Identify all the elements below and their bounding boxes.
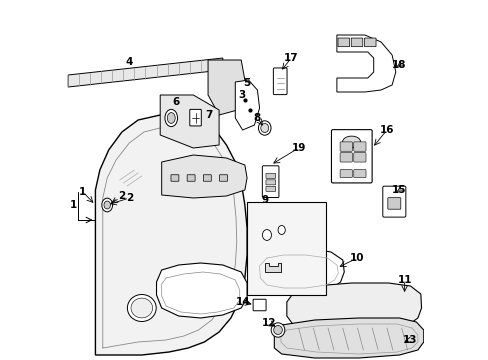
FancyBboxPatch shape <box>339 142 352 151</box>
Text: 10: 10 <box>349 253 364 263</box>
Polygon shape <box>156 263 246 318</box>
Text: 17: 17 <box>284 53 298 63</box>
Polygon shape <box>264 262 281 271</box>
Polygon shape <box>162 155 246 198</box>
Text: 1: 1 <box>79 187 86 197</box>
FancyBboxPatch shape <box>187 175 195 181</box>
Text: 19: 19 <box>291 143 305 153</box>
Text: 15: 15 <box>391 185 406 195</box>
FancyBboxPatch shape <box>273 68 286 95</box>
Text: 3: 3 <box>238 90 245 100</box>
Ellipse shape <box>104 201 110 209</box>
Text: 2: 2 <box>118 191 125 201</box>
FancyBboxPatch shape <box>353 153 366 162</box>
Ellipse shape <box>262 230 271 240</box>
FancyBboxPatch shape <box>189 109 201 126</box>
FancyBboxPatch shape <box>262 166 278 198</box>
Text: 9: 9 <box>261 195 268 205</box>
FancyBboxPatch shape <box>265 180 275 185</box>
Text: 13: 13 <box>403 335 417 345</box>
Ellipse shape <box>271 323 284 337</box>
Text: 6: 6 <box>172 97 180 107</box>
Ellipse shape <box>342 136 360 148</box>
Polygon shape <box>95 115 246 355</box>
Polygon shape <box>68 58 223 87</box>
Ellipse shape <box>131 298 152 318</box>
FancyBboxPatch shape <box>219 175 227 181</box>
FancyBboxPatch shape <box>203 175 211 181</box>
FancyBboxPatch shape <box>350 38 362 47</box>
FancyBboxPatch shape <box>331 130 371 183</box>
Text: 8: 8 <box>253 113 261 123</box>
Text: 11: 11 <box>397 275 411 285</box>
Ellipse shape <box>273 325 282 334</box>
Text: 16: 16 <box>379 125 393 135</box>
FancyBboxPatch shape <box>265 174 275 179</box>
Polygon shape <box>274 318 423 358</box>
Ellipse shape <box>164 109 177 127</box>
FancyBboxPatch shape <box>339 170 352 177</box>
Polygon shape <box>235 80 259 130</box>
FancyBboxPatch shape <box>339 153 352 162</box>
FancyBboxPatch shape <box>353 142 366 151</box>
Polygon shape <box>336 35 395 92</box>
Text: 14: 14 <box>236 297 250 307</box>
Polygon shape <box>207 60 244 115</box>
Polygon shape <box>286 283 421 334</box>
FancyBboxPatch shape <box>364 38 375 47</box>
Text: 1: 1 <box>70 200 77 210</box>
FancyBboxPatch shape <box>382 186 405 217</box>
FancyBboxPatch shape <box>387 198 400 209</box>
Ellipse shape <box>167 113 175 123</box>
FancyBboxPatch shape <box>246 202 325 295</box>
Polygon shape <box>160 95 219 148</box>
Ellipse shape <box>260 123 268 132</box>
Text: 5: 5 <box>243 78 250 88</box>
Text: 4: 4 <box>125 57 133 67</box>
Ellipse shape <box>258 121 270 135</box>
FancyBboxPatch shape <box>337 38 349 47</box>
Ellipse shape <box>127 294 156 321</box>
Polygon shape <box>254 248 344 295</box>
Text: 12: 12 <box>262 318 276 328</box>
FancyBboxPatch shape <box>253 299 265 311</box>
Ellipse shape <box>278 225 285 234</box>
Text: 7: 7 <box>204 110 212 120</box>
Text: 2: 2 <box>125 193 133 203</box>
FancyBboxPatch shape <box>265 186 275 192</box>
Text: 18: 18 <box>391 60 406 70</box>
FancyBboxPatch shape <box>171 175 179 181</box>
Ellipse shape <box>102 198 112 212</box>
FancyBboxPatch shape <box>353 170 366 177</box>
